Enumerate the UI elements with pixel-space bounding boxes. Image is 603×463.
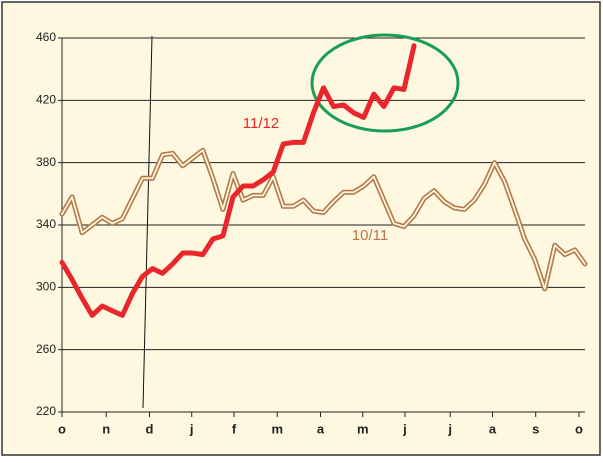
x-tick-label: j [447, 421, 452, 436]
y-tick-label: 420 [36, 93, 56, 107]
y-tick-label: 460 [36, 30, 56, 44]
highlight-ellipse [310, 33, 460, 133]
lines [59, 43, 588, 318]
x-tick-label: j [402, 421, 407, 436]
x-tick-label: j [189, 421, 194, 436]
x-tick-label: a [489, 421, 497, 436]
x-tick-label: s [532, 421, 539, 436]
x-tick-label: a [317, 421, 325, 436]
series-label: 10/11 [352, 227, 388, 244]
y-tick-label: 220 [36, 404, 56, 418]
series-line [59, 43, 417, 318]
y-tick-label: 340 [36, 217, 56, 231]
series-line-inner [61, 149, 586, 290]
y-tick-label: 300 [36, 280, 56, 294]
x-tick-label: d [146, 421, 154, 436]
x-tick-label: o [58, 421, 66, 436]
x-tick-label: n [102, 421, 110, 436]
x-tick-label: o [575, 421, 583, 436]
marker-line [142, 35, 153, 409]
series-label: 11/12 [243, 115, 279, 132]
y-tick-label: 260 [36, 342, 56, 356]
x-tick-label: f [232, 421, 237, 436]
chart-frame [1, 1, 601, 456]
x-tick-label: m [357, 421, 369, 436]
x-tick-label: m [271, 421, 283, 436]
y-tick-label: 380 [36, 155, 56, 169]
